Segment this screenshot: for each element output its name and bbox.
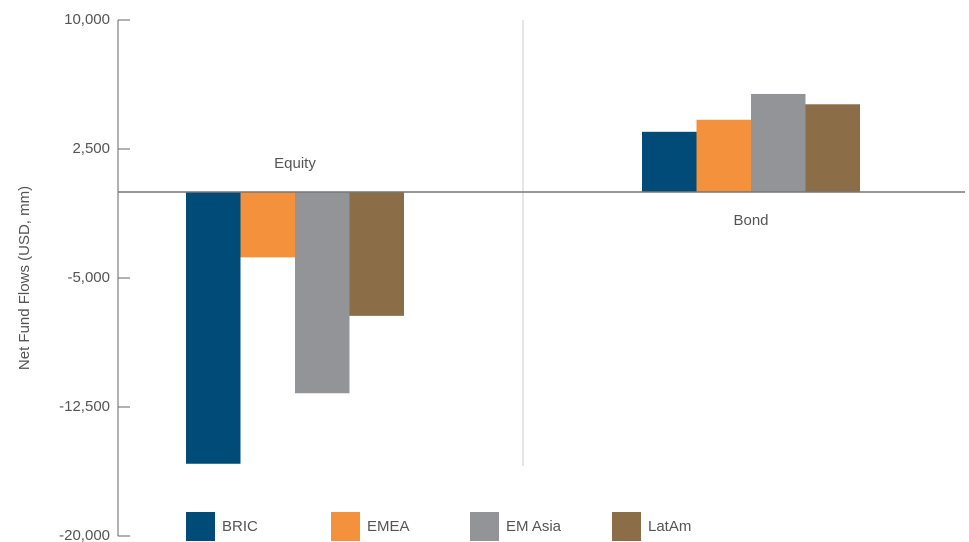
legend-label: LatAm [648,518,691,535]
legend-swatch [470,512,499,541]
y-tick-label: -12,500 [59,398,110,415]
bar [240,192,295,258]
y-tick-label: 10,000 [64,11,110,28]
bar [186,192,241,464]
legend-label: EM Asia [506,518,562,535]
bar [751,93,806,192]
y-axis-label: Net Fund Flows (USD, mm) [16,186,33,370]
bar [642,131,697,192]
bar [805,104,860,192]
legend-label: EMEA [367,518,410,535]
legend-label: BRIC [222,518,258,535]
y-tick-label: 2,500 [72,140,110,157]
y-tick-label: -5,000 [67,269,110,286]
bar [696,119,751,192]
legend-swatch [612,512,641,541]
y-tick-label: -20,000 [59,527,110,542]
legend-swatch [331,512,360,541]
bar [295,192,350,394]
bar [349,192,404,316]
category-label: Bond [733,212,768,229]
legend-swatch [186,512,215,541]
category-label: Equity [274,155,316,172]
